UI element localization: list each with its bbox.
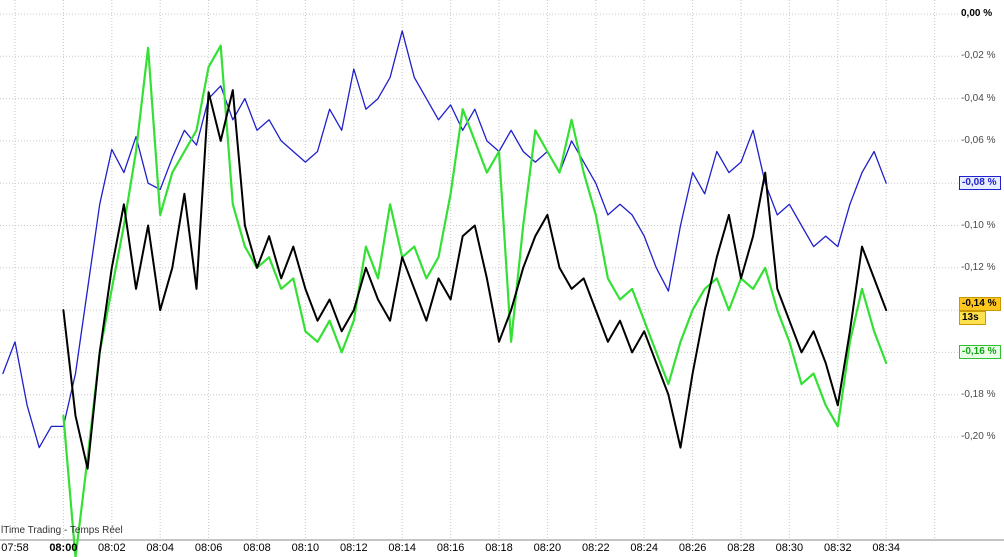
- x-axis-label: 07:58: [1, 542, 29, 554]
- x-axis-label: 08:02: [98, 542, 126, 554]
- y-axis-label: -0,06 %: [961, 134, 996, 146]
- x-axis-label: 08:20: [533, 542, 562, 554]
- x-axis-label: 08:22: [582, 542, 610, 554]
- x-axis-label: 08:08: [243, 542, 271, 554]
- y-axis-label: -0,10 %: [961, 219, 996, 231]
- last-price-label-blue: -0,08 %: [959, 176, 1001, 191]
- y-axis-label: -0,02 %: [961, 50, 996, 62]
- last-price-label-green: -0,16 %: [959, 345, 1001, 360]
- x-axis-label: 08:10: [291, 542, 320, 554]
- y-axis-label: -0,18 %: [961, 388, 996, 400]
- y-axis-label: -0,04 %: [961, 92, 996, 104]
- x-axis-label: 08:32: [824, 542, 852, 554]
- y-axis-label: 0,00 %: [961, 8, 993, 19]
- x-axis-label: 08:16: [436, 542, 465, 554]
- countdown-label: 13s: [959, 311, 986, 326]
- x-axis-label: 08:06: [194, 542, 223, 554]
- x-axis-label: 08:00: [49, 542, 78, 554]
- x-axis-label: 08:34: [872, 542, 900, 554]
- x-axis-label: 08:04: [146, 542, 174, 554]
- series-line-instrument-green[interactable]: [62, 44, 888, 557]
- time-axis[interactable]: 07:58 08:00 08:02 08:04 08:06 08:08 08:10 08:12…: [0, 540, 1004, 557]
- y-axis-label: -0,20 %: [961, 431, 996, 442]
- x-axis-label: 08:14: [388, 542, 416, 554]
- series-line-instrument-black[interactable]: [62, 89, 888, 470]
- series-line-index-blue[interactable]: [2, 30, 887, 449]
- x-axis-label: 08:28: [727, 542, 755, 554]
- last-price-label-yellow: -0,14 %: [959, 297, 1001, 312]
- y-axis-label: -0,12 %: [961, 261, 996, 273]
- x-axis-label: 08:30: [775, 542, 804, 554]
- x-axis-label: 08:24: [630, 542, 658, 554]
- x-axis-label: 08:12: [340, 542, 368, 554]
- watermark: lTime Trading - Temps Réel: [1, 525, 123, 536]
- price-axis[interactable]: 0,00 % -0,02 % -0,04 % -0,06 % -0,08 % -0,10 …: [958, 0, 1004, 540]
- x-axis-label: 08:26: [678, 542, 707, 554]
- x-axis-label: 08:18: [485, 542, 513, 554]
